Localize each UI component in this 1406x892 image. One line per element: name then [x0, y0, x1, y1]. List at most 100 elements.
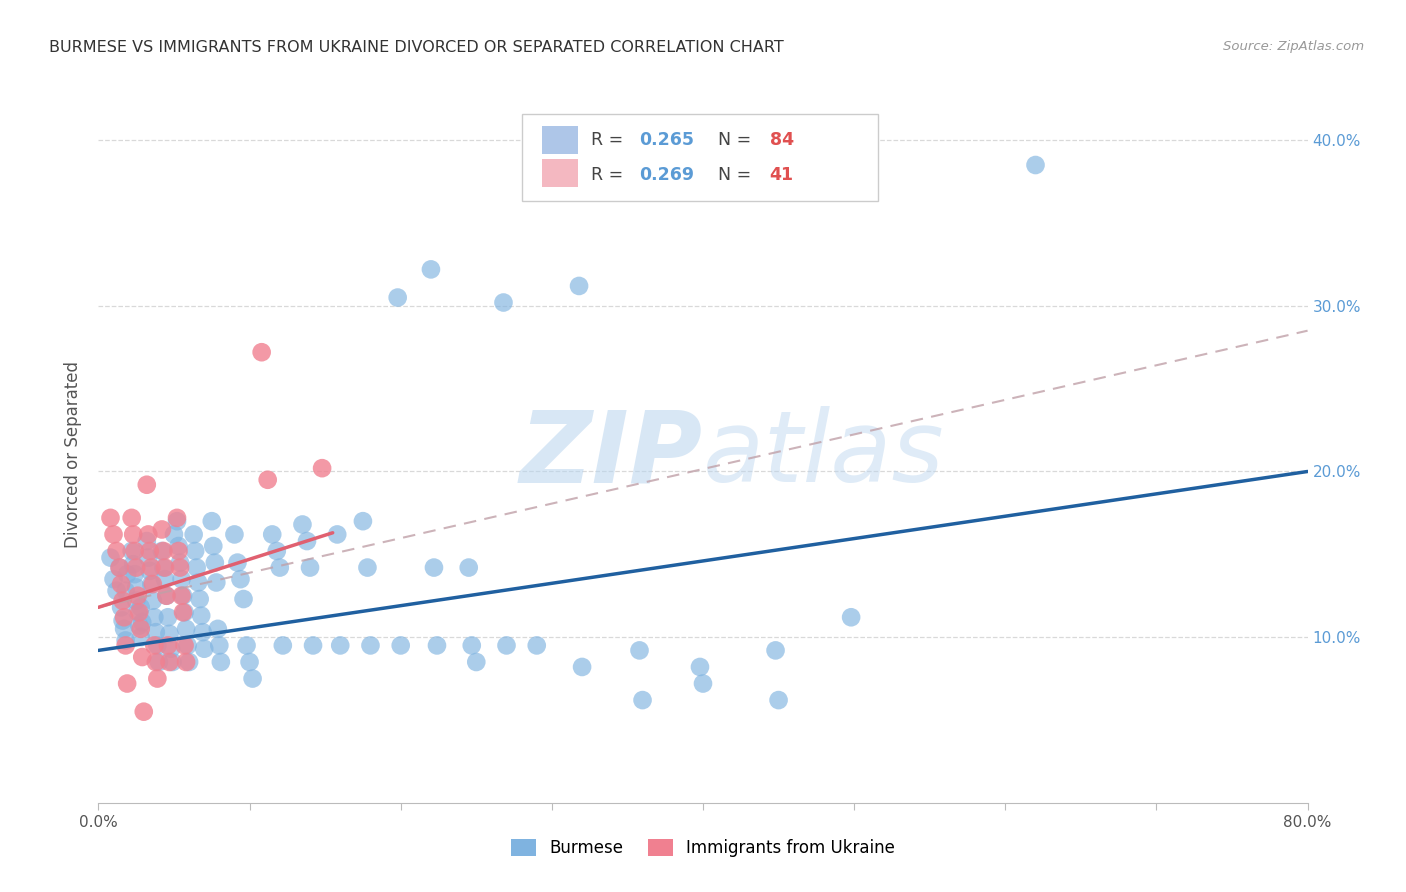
Point — [156, 639, 179, 653]
Point — [492, 295, 515, 310]
Point — [143, 610, 166, 624]
Point — [423, 560, 446, 574]
Point — [461, 639, 484, 653]
Text: 84: 84 — [769, 131, 793, 150]
Point — [115, 567, 138, 582]
Point — [299, 560, 322, 574]
Point — [205, 575, 228, 590]
Point — [122, 527, 145, 541]
Point — [162, 655, 184, 669]
Text: Source: ZipAtlas.com: Source: ZipAtlas.com — [1223, 40, 1364, 54]
Text: N =: N = — [717, 131, 756, 150]
Point — [174, 655, 197, 669]
Point — [302, 639, 325, 653]
Point — [110, 577, 132, 591]
Point — [153, 572, 176, 586]
Point — [209, 655, 232, 669]
Point — [141, 577, 163, 591]
Point — [135, 534, 157, 549]
Point — [186, 560, 208, 574]
Point — [172, 589, 194, 603]
Legend: Burmese, Immigrants from Ukraine: Burmese, Immigrants from Ukraine — [505, 832, 901, 864]
Point — [360, 639, 382, 653]
Text: R =: R = — [591, 166, 628, 184]
Point — [201, 514, 224, 528]
Point — [155, 589, 177, 603]
Point — [184, 544, 207, 558]
Point — [170, 589, 193, 603]
Point — [100, 511, 122, 525]
Point — [229, 572, 252, 586]
Point — [131, 615, 153, 630]
Point — [160, 641, 183, 656]
Point — [108, 560, 131, 574]
Point — [125, 593, 148, 607]
Point — [208, 639, 231, 653]
Point — [136, 550, 159, 565]
Point — [159, 655, 181, 669]
Point — [356, 560, 378, 574]
Point — [571, 660, 593, 674]
Point — [495, 639, 517, 653]
Point — [232, 592, 254, 607]
Point — [114, 639, 136, 653]
FancyBboxPatch shape — [522, 114, 879, 201]
FancyBboxPatch shape — [543, 126, 578, 153]
Point — [128, 618, 150, 632]
Point — [105, 583, 128, 598]
Point — [295, 534, 318, 549]
Point — [1024, 158, 1046, 172]
Point — [128, 605, 150, 619]
Point — [143, 639, 166, 653]
Point — [326, 527, 349, 541]
Point — [271, 639, 294, 653]
Point — [291, 517, 314, 532]
Point — [420, 262, 443, 277]
Point — [122, 558, 145, 572]
Point — [121, 511, 143, 525]
Point — [166, 514, 188, 528]
Point — [839, 610, 862, 624]
Point — [156, 610, 179, 624]
Point — [172, 605, 194, 619]
Y-axis label: Divorced or Separated: Divorced or Separated — [65, 361, 83, 549]
Point — [114, 633, 136, 648]
Point — [145, 655, 167, 669]
Point — [568, 279, 591, 293]
Point — [139, 544, 162, 558]
Point — [159, 627, 181, 641]
Point — [262, 527, 284, 541]
Point — [689, 660, 711, 674]
Point — [110, 600, 132, 615]
Point — [250, 345, 273, 359]
Point — [127, 589, 149, 603]
Point — [114, 583, 136, 598]
Text: 0.269: 0.269 — [638, 166, 695, 184]
Point — [145, 625, 167, 640]
Point — [176, 639, 198, 653]
Point — [256, 473, 278, 487]
Point — [153, 560, 176, 574]
Point — [136, 527, 159, 541]
Point — [150, 544, 173, 558]
Point — [242, 672, 264, 686]
Point — [141, 560, 163, 574]
Point — [202, 539, 225, 553]
Point — [387, 291, 409, 305]
Point — [152, 544, 174, 558]
Point — [239, 655, 262, 669]
Text: atlas: atlas — [703, 407, 945, 503]
Point — [163, 527, 186, 541]
Point — [129, 600, 152, 615]
Point — [167, 544, 190, 558]
Point — [103, 527, 125, 541]
Point — [170, 572, 193, 586]
Point — [108, 560, 131, 574]
Point — [204, 556, 226, 570]
Point — [173, 605, 195, 619]
Point — [191, 625, 214, 640]
Point — [103, 572, 125, 586]
Point — [112, 610, 135, 624]
Point — [166, 511, 188, 525]
Point — [150, 523, 173, 537]
